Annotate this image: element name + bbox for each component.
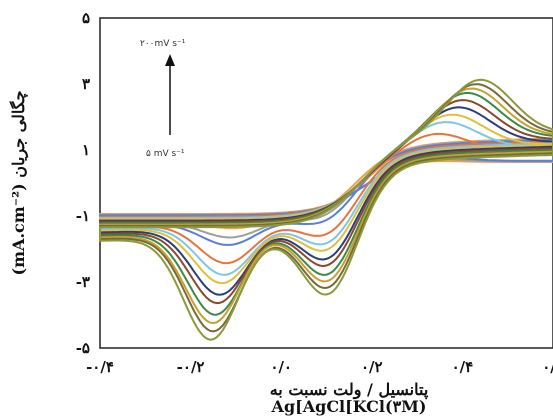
plot-frame: [99, 17, 553, 349]
cv-curve: [99, 132, 553, 265]
x-tick-label: ۰/۰: [270, 358, 292, 376]
cv-curve: [99, 106, 553, 296]
x-tick-label: -۰/۲: [177, 358, 205, 376]
x-tick-label: ۰/۶: [542, 358, 553, 376]
x-tick-label: ۰/۴: [452, 358, 474, 376]
cv-curve: [99, 139, 553, 246]
ticks-layer: -۰/۴ -۰/۲ ۰/۰ ۰/۲ ۰/۴ ۰/۶ -۵ -۳ -۱ ۱ ۳ ۵: [76, 9, 553, 376]
x-tick-label: -۰/۴: [86, 358, 114, 376]
cv-curve: [99, 78, 553, 341]
y-tick-label: ۳: [82, 75, 90, 93]
series-layer: [99, 78, 553, 341]
y-tick-label: -۱: [76, 207, 90, 225]
cv-curve: [99, 99, 553, 305]
y-tick-label: ۵: [82, 9, 90, 27]
cv-curve: [99, 113, 553, 285]
y-tick-label: -۵: [76, 339, 90, 357]
x-axis-title-line2: Ag[AgCl[KCl(۳M): [271, 397, 427, 416]
y-axis-title: چگالی جریان (mA.cm⁻²): [9, 90, 29, 275]
y-tick-label: -۳: [76, 273, 90, 291]
cv-curve: [99, 121, 553, 276]
cv-curve: [99, 87, 553, 325]
x-tick-label: ۰/۲: [361, 358, 383, 376]
x-axis-title-line1: پتانسیل / ولت نسبت به: [270, 380, 429, 400]
y-tick-label: ۱: [82, 141, 90, 159]
scan-rate-arrow-head: [165, 54, 175, 66]
annotation-top: ۲۰۰mV s⁻¹: [140, 39, 186, 49]
annotation-bottom: ۵ mV s⁻¹: [146, 149, 185, 159]
